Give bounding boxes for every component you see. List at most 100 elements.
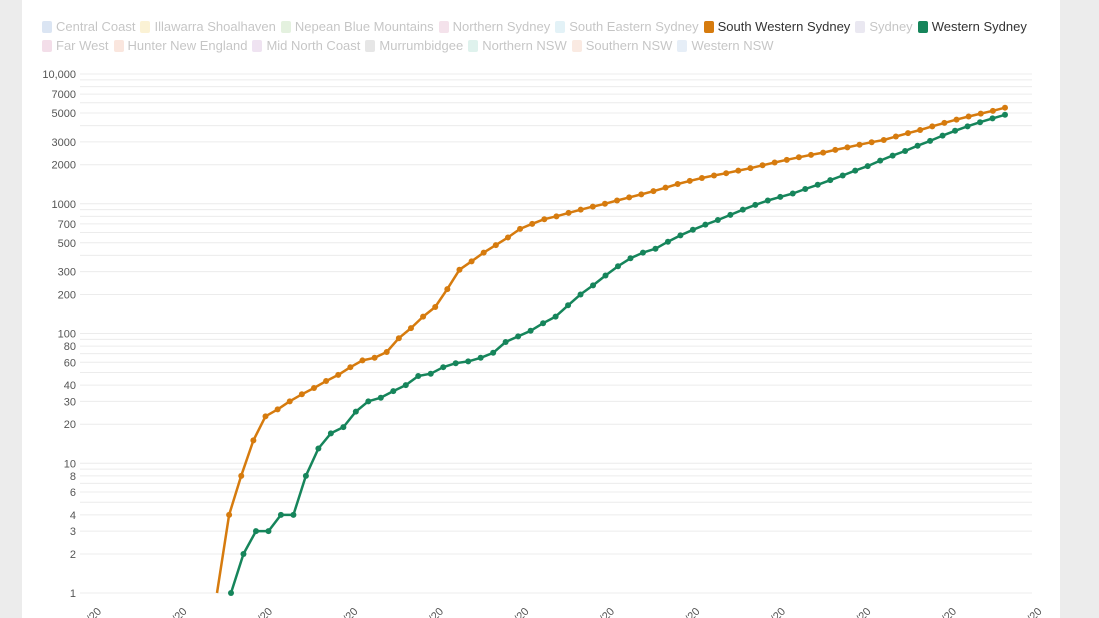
data-point [747,165,754,172]
data-point [347,364,354,371]
data-point [844,144,851,151]
chart-card: Central Coast Illawarra Shoalhaven Nepean … [22,0,1060,618]
data-point [664,238,671,245]
data-point [390,388,397,395]
data-point [444,286,451,293]
legend-swatch [113,39,124,52]
data-point [420,313,427,320]
data-point [468,258,475,265]
legend-swatch [677,39,688,52]
legend-label: Central Coast [56,19,136,34]
data-point [977,119,984,126]
data-point [652,245,659,252]
data-point [302,472,309,479]
data-point [952,127,959,134]
data-point [752,201,759,208]
x-tick-label: /20 [940,606,959,618]
legend-item-far-west[interactable]: Far West [42,38,109,53]
x-tick-label: /20 [341,606,360,618]
legend-item-central-coast[interactable]: Central Coast [42,19,135,34]
data-point [939,132,946,139]
legend-item-northern-sydney[interactable]: Northern Sydney [438,19,551,34]
data-point [577,291,584,298]
y-tick-label: 1 [70,588,76,600]
data-point [383,349,390,356]
legend-item-south-eastern-sydney[interactable]: South Eastern Sydney [555,19,699,34]
data-point [927,137,934,144]
legend-item-hunter-new-england[interactable]: Hunter New England [113,38,248,53]
data-point [452,360,459,367]
data-point [711,172,718,179]
data-point [323,378,330,385]
data-point [315,445,322,452]
data-point [777,193,784,200]
legend-item-southern-nsw[interactable]: Southern NSW [571,38,672,53]
legend-label: Northern Sydney [452,19,551,34]
y-tick-label: 3000 [52,137,76,149]
data-point [902,148,909,155]
data-point [286,398,293,405]
legend-item-mid-north-coast[interactable]: Mid North Coast [252,38,360,53]
legend-item-sydney[interactable]: Sydney [855,19,913,34]
legend-label: Western Sydney [931,19,1027,34]
y-tick-label: 700 [58,219,76,231]
data-point [889,152,896,159]
data-point [432,304,439,311]
y-tick-label: 200 [58,289,76,301]
legend-row-1: Central Coast Illawarra Shoalhaven Nepean … [42,17,1052,36]
legend-label: Murrumbidgee [379,38,464,53]
data-point [917,127,924,134]
data-point [852,167,859,174]
y-tick-label: 5000 [52,108,76,120]
data-point [527,327,534,334]
legend-item-illawarra-shoalhaven[interactable]: Illawarra Shoalhaven [140,19,276,34]
x-tick-label: /20 [256,606,275,618]
x-tick-label: /20 [1025,606,1044,618]
legend-item-nepean-blue-mountains[interactable]: Nepean Blue Mountains [280,19,434,34]
data-point [727,211,734,218]
legend-item-murrumbidgee[interactable]: Murrumbidgee [365,38,463,53]
y-tick-label: 100 [58,329,76,341]
data-point [590,282,597,289]
data-point [615,263,621,270]
data-point [739,206,746,213]
legend-item-western-sydney[interactable]: Western Sydney [917,19,1027,34]
data-point [265,528,272,535]
data-point [290,511,297,518]
y-tick-label: 7000 [52,89,76,101]
data-point [771,159,778,166]
y-tick-label: 10,000 [42,69,76,81]
data-point [674,180,681,187]
data-point [723,170,730,177]
data-point [827,177,834,184]
y-tick-label: 60 [64,357,76,369]
data-point [240,550,247,557]
y-tick-label: 2000 [52,160,76,172]
legend-item-south-western-sydney[interactable]: South Western Sydney [703,19,850,34]
data-point [864,163,871,170]
data-point [735,167,742,174]
data-point [352,408,359,415]
data-point [929,123,936,130]
legend-label: Illawarra Shoalhaven [154,19,276,34]
data-point [440,364,447,371]
data-point [504,234,511,241]
data-point [228,590,234,596]
legend-item-northern-nsw[interactable]: Northern NSW [468,38,567,53]
data-point [714,216,721,223]
legend-label: Hunter New England [127,38,248,53]
y-tick-label: 8 [70,471,76,483]
data-point [789,190,796,197]
data-point [914,142,921,149]
data-point [989,107,996,114]
data-point [377,394,384,401]
data-point [517,225,524,232]
legend-item-western-nsw[interactable]: Western NSW [677,38,774,53]
legend-label: Northern NSW [482,38,567,53]
legend-swatch [252,39,263,52]
x-tick-label: /20 [769,606,788,618]
legend-label: Sydney [869,19,913,34]
data-point [327,430,334,437]
y-tick-label: 6 [70,487,76,499]
